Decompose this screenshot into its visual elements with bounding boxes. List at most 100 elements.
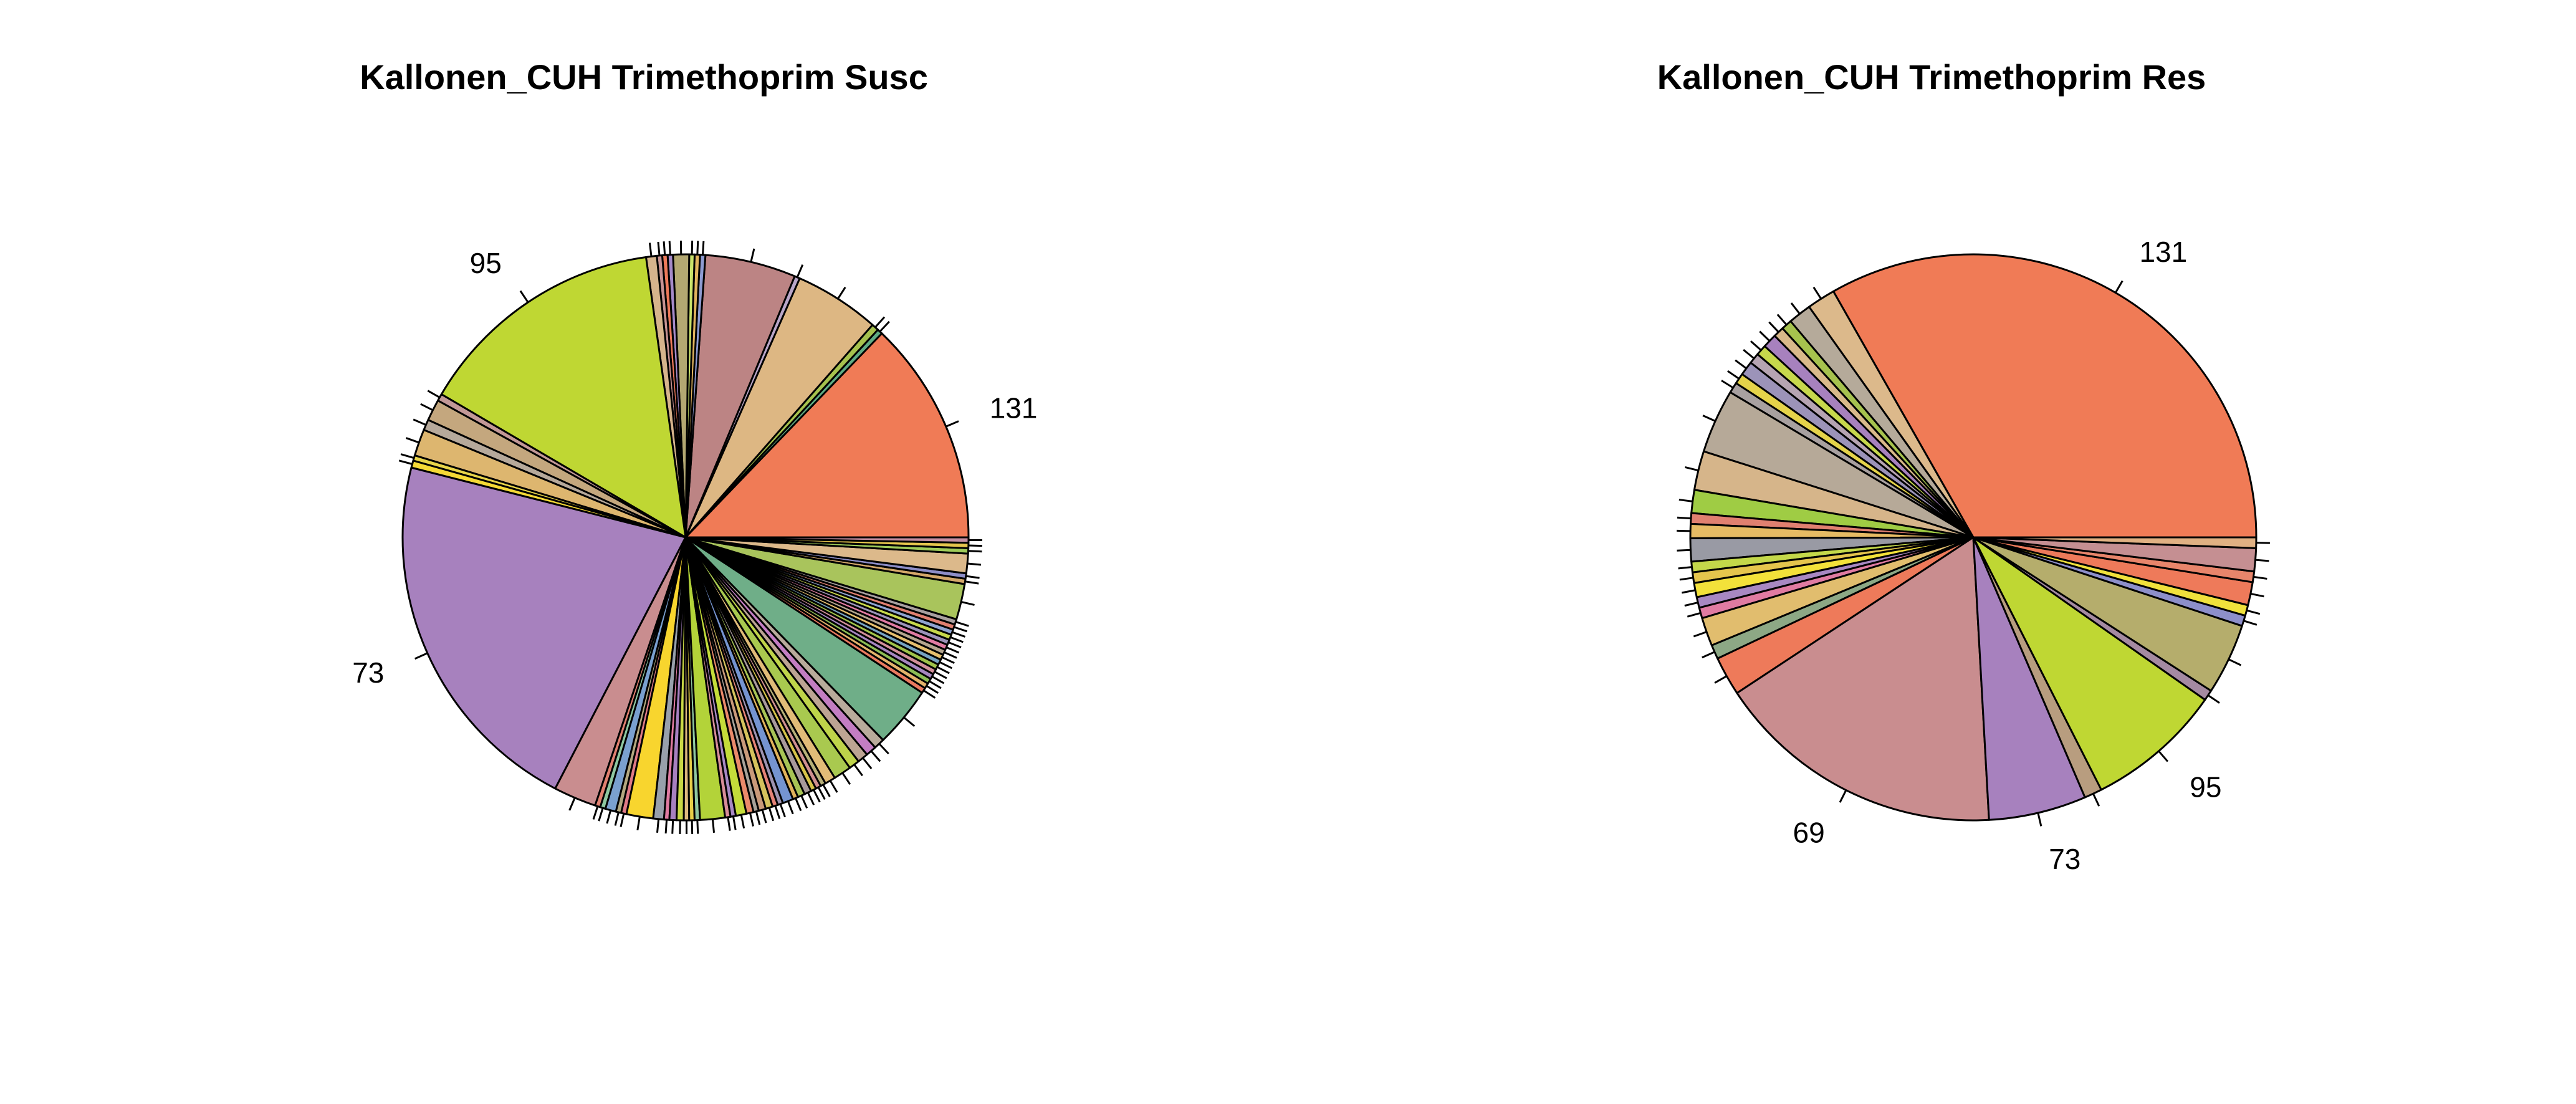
pie-tick [2228, 658, 2242, 666]
pie-tick [952, 631, 965, 638]
pie-slice-label: 69 [1793, 816, 1825, 848]
pie-tick [1714, 675, 1728, 684]
pie-panel-susc: 131 95 73 Kallonen_CUH Trimethoprim Susc [352, 57, 1037, 835]
pie-tick [413, 418, 426, 426]
pie-tick [1727, 370, 1740, 380]
pie-ticks [398, 241, 982, 835]
pie-tick [598, 807, 604, 822]
pie-tick [829, 780, 838, 793]
pie-slice [1972, 536, 2258, 549]
pie-tick [853, 764, 863, 777]
pie-slice [1972, 536, 2086, 821]
pie-tick [606, 810, 612, 824]
pie-slice-label: 73 [2049, 843, 2080, 875]
pie-labels: 131 69 73 95 [1793, 236, 2222, 875]
pie-tick [1743, 348, 1755, 360]
pie-tick [936, 666, 950, 674]
pie-tick [2243, 620, 2258, 626]
pie-tick [711, 818, 716, 833]
pie-tick [795, 797, 802, 812]
pie-tick [807, 792, 815, 805]
pie-tick [1693, 631, 1707, 638]
pie-tick [954, 626, 967, 633]
pie-tick [427, 390, 441, 398]
pie-tick [648, 242, 653, 257]
pie-tick [1677, 516, 1692, 520]
pie-tick [740, 814, 745, 828]
pie-tick [420, 403, 434, 411]
pie-tick [837, 287, 846, 300]
pie-tick [768, 807, 775, 822]
pie-tick [946, 646, 960, 654]
pie-tick [568, 797, 576, 811]
pie-tick [1721, 380, 1734, 389]
pie-tick [841, 772, 851, 785]
pie-tick [874, 316, 886, 329]
pie-tick [696, 820, 699, 834]
pie-tick [592, 806, 599, 820]
pie-tick [2253, 575, 2267, 580]
pie-slice [1736, 536, 1990, 822]
pie-tick [406, 437, 419, 444]
pie-tick [2246, 609, 2261, 615]
pie-slice [1972, 536, 2206, 791]
pie-slice [1832, 253, 2258, 539]
pie-tick [1687, 612, 1701, 618]
pie-tick [965, 575, 980, 579]
pie-tick [934, 671, 947, 679]
pie-tick [822, 784, 831, 797]
pie-tick [414, 652, 428, 660]
pie-tick [1679, 577, 1693, 581]
pie-tick [946, 420, 959, 428]
chart-title-res: Kallonen_CUH Trimethoprim Res [1657, 57, 2206, 97]
pie-tick [787, 800, 794, 815]
pie-tick [960, 600, 975, 606]
pie-tick [668, 241, 671, 255]
pie-chart-res: 131 69 73 95 [1677, 236, 2270, 875]
pie-slice-label: 131 [990, 392, 1038, 425]
pie-tick [727, 817, 731, 831]
pie-labels: 131 95 73 [352, 247, 1037, 689]
pie-tick [519, 290, 529, 303]
pie-tick [903, 716, 916, 727]
pie-tick [2037, 812, 2042, 827]
pie-tick [657, 241, 661, 256]
pie-tick [1684, 602, 1698, 607]
pie-tick [879, 320, 890, 332]
pie-tick [955, 621, 969, 627]
pie-tick [1702, 651, 1715, 659]
pie-tick [2255, 559, 2269, 562]
pie-slice-label: 95 [2190, 770, 2221, 803]
pie-tick [968, 550, 982, 553]
pie-slice [684, 332, 970, 539]
pie-tick [2092, 793, 2100, 807]
pie-tick [878, 743, 889, 755]
pie-tick [967, 562, 982, 566]
pie-tick [870, 750, 881, 762]
pie-tick [800, 795, 808, 809]
pie-tick [2250, 592, 2264, 598]
pie-tick [2158, 750, 2169, 762]
pie-tick [862, 757, 873, 770]
pie-tick [1682, 589, 1696, 594]
pie-ticks [1677, 280, 2270, 827]
pie-tick [1702, 415, 1716, 422]
pie-tick [931, 675, 945, 684]
pie-tick [755, 811, 761, 825]
pie-tick [1759, 330, 1771, 342]
pie-tick [950, 636, 964, 643]
pie-tick [968, 544, 982, 547]
pie-tick [817, 787, 826, 800]
pie-tick [1776, 314, 1788, 325]
pie-tick [1678, 499, 1693, 502]
pie-tick [939, 661, 952, 670]
pie-tick [1735, 359, 1747, 370]
pie-tick [965, 580, 979, 585]
pie-tick [1812, 286, 1822, 300]
pie-tick [1678, 566, 1692, 570]
pie-slice-label: 131 [2139, 236, 2187, 268]
pie-tick [813, 789, 821, 803]
chart-title-susc: Kallonen_CUH Trimethoprim Susc [360, 57, 928, 97]
pie-tick [702, 241, 705, 255]
pie-tick [941, 656, 955, 664]
